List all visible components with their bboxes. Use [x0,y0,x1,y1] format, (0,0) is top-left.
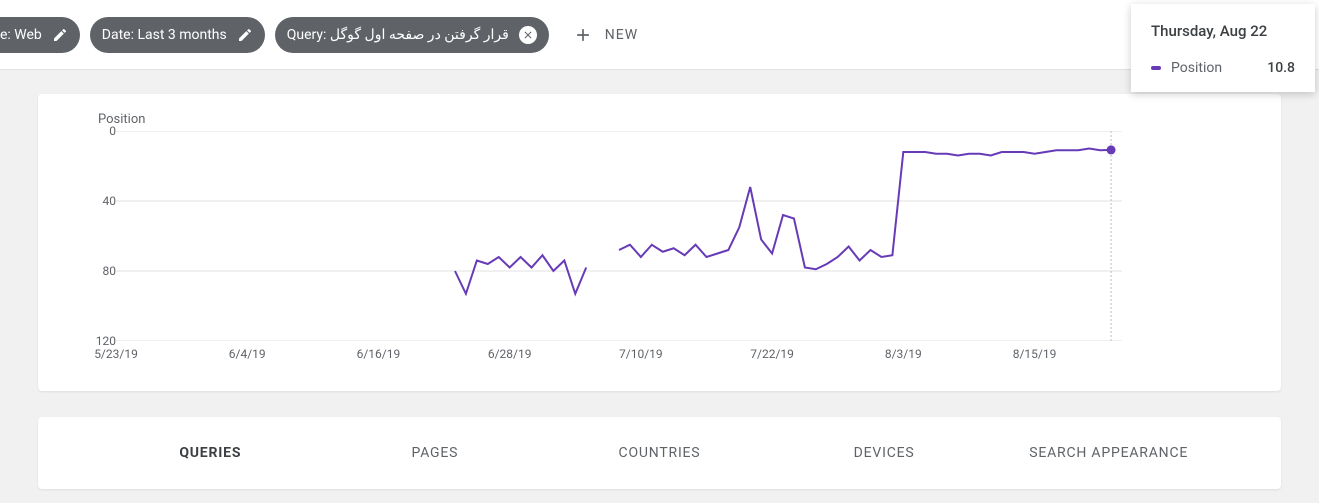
tab-queries[interactable]: QUERIES [98,445,323,461]
filter-chip-searchtype[interactable]: e: Web [0,17,80,53]
pencil-icon [237,27,253,43]
tooltip-metric-label: Position [1171,60,1267,76]
x-tick-label: 8/15/19 [1013,347,1057,361]
filter-chip-query[interactable]: Query: قرار گرفتن در صفحه اول گوگل [275,17,549,53]
y-tick-label: 120 [68,334,116,348]
x-tick-label: 7/10/19 [619,347,663,361]
filter-chip-date[interactable]: Date: Last 3 months [90,17,265,53]
pencil-icon [52,27,68,43]
tab-search-appearance[interactable]: SEARCH APPEARANCE [996,445,1221,461]
chart-card: Position 0 40 80 120 5/23/19 6/4/19 6/16/19 6/… [38,94,1281,391]
plus-icon [573,25,593,45]
x-tick-label: 7/22/19 [750,347,794,361]
tab-devices[interactable]: DEVICES [772,445,997,461]
x-tick-label: 8/3/19 [885,347,922,361]
new-label: NEW [605,27,638,43]
tabs: QUERIESPAGESCOUNTRIESDEVICESSEARCH APPEA… [38,417,1281,489]
close-icon[interactable] [519,26,537,44]
chart-tooltip: Thursday, Aug 22 Position 10.8 [1131,4,1315,92]
chart-area[interactable]: 04080120 5/23/196/4/196/16/196/28/197/10… [62,131,1122,381]
x-tick-label: 6/4/19 [229,347,266,361]
x-tick-label: 5/23/19 [94,347,138,361]
tab-pages[interactable]: PAGES [323,445,548,461]
chip-label: e: Web [0,27,42,43]
y-tick-label: 40 [68,194,116,208]
tooltip-metric-value: 10.8 [1267,60,1295,76]
filter-bar: e: Web Date: Last 3 months Query: قرار گ… [0,0,1319,70]
tabs-card: QUERIESPAGESCOUNTRIESDEVICESSEARCH APPEA… [38,417,1281,489]
tooltip-date: Thursday, Aug 22 [1151,22,1295,40]
x-tick-label: 6/28/19 [488,347,532,361]
y-tick-label: 80 [68,264,116,278]
tooltip-row: Position 10.8 [1151,60,1295,76]
x-tick-label: 6/16/19 [357,347,401,361]
tab-countries[interactable]: COUNTRIES [547,445,772,461]
chart-y-axis-title: Position [98,112,1257,127]
chip-label: Query: قرار گرفتن در صفحه اول گوگل [287,27,509,43]
tooltip-swatch [1151,66,1161,70]
y-tick-label: 0 [68,124,116,138]
chip-label: Date: Last 3 months [102,27,227,43]
new-filter-button[interactable]: NEW [573,25,638,45]
